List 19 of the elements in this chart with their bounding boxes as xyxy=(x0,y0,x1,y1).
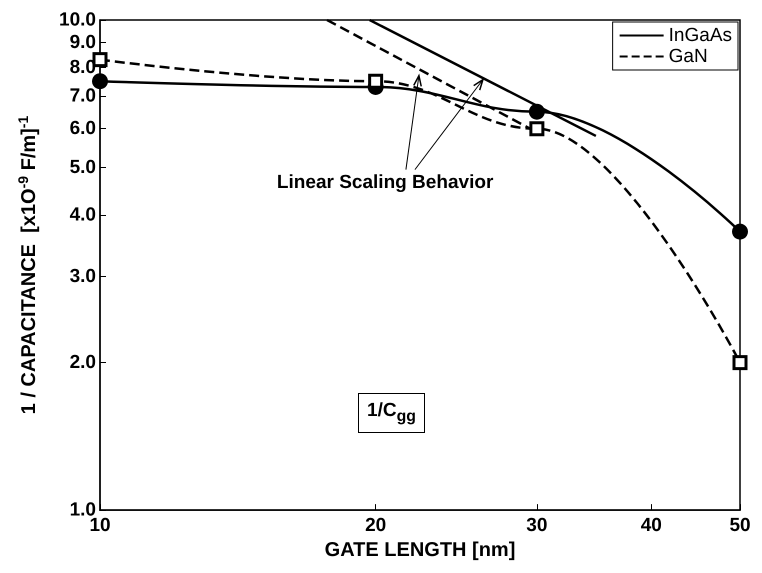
legend-label: GaN xyxy=(668,46,708,67)
x-tick-label: 20 xyxy=(365,515,386,536)
y-tick-label: 2.0 xyxy=(70,352,96,374)
x-axis-title: GATE LENGTH [nm] xyxy=(324,539,516,561)
x-tick-label: 10 xyxy=(89,515,111,536)
x-tick-label: 30 xyxy=(526,515,548,536)
annotation: Linear Scaling Behavior xyxy=(276,172,494,194)
y-tick-label: 6.0 xyxy=(70,118,96,140)
y-tick-label: 10.0 xyxy=(59,10,96,30)
x-tick-label: 40 xyxy=(640,515,662,536)
annotation: 1/C$_{gg}$ xyxy=(358,393,425,433)
y-tick-label: 5.0 xyxy=(70,157,96,178)
y-axis-title: 1 / CAPACITANCE [x1O-9 F/m]-1 xyxy=(15,116,40,414)
y-tick-label: 3.0 xyxy=(70,266,96,287)
y-tick-label: 9.0 xyxy=(70,32,96,53)
y-tick-label: 4.0 xyxy=(70,204,96,226)
x-tick-label: 50 xyxy=(729,515,751,536)
y-tick-label: 7.0 xyxy=(70,85,96,106)
legend-label: InGaAs xyxy=(668,25,732,46)
